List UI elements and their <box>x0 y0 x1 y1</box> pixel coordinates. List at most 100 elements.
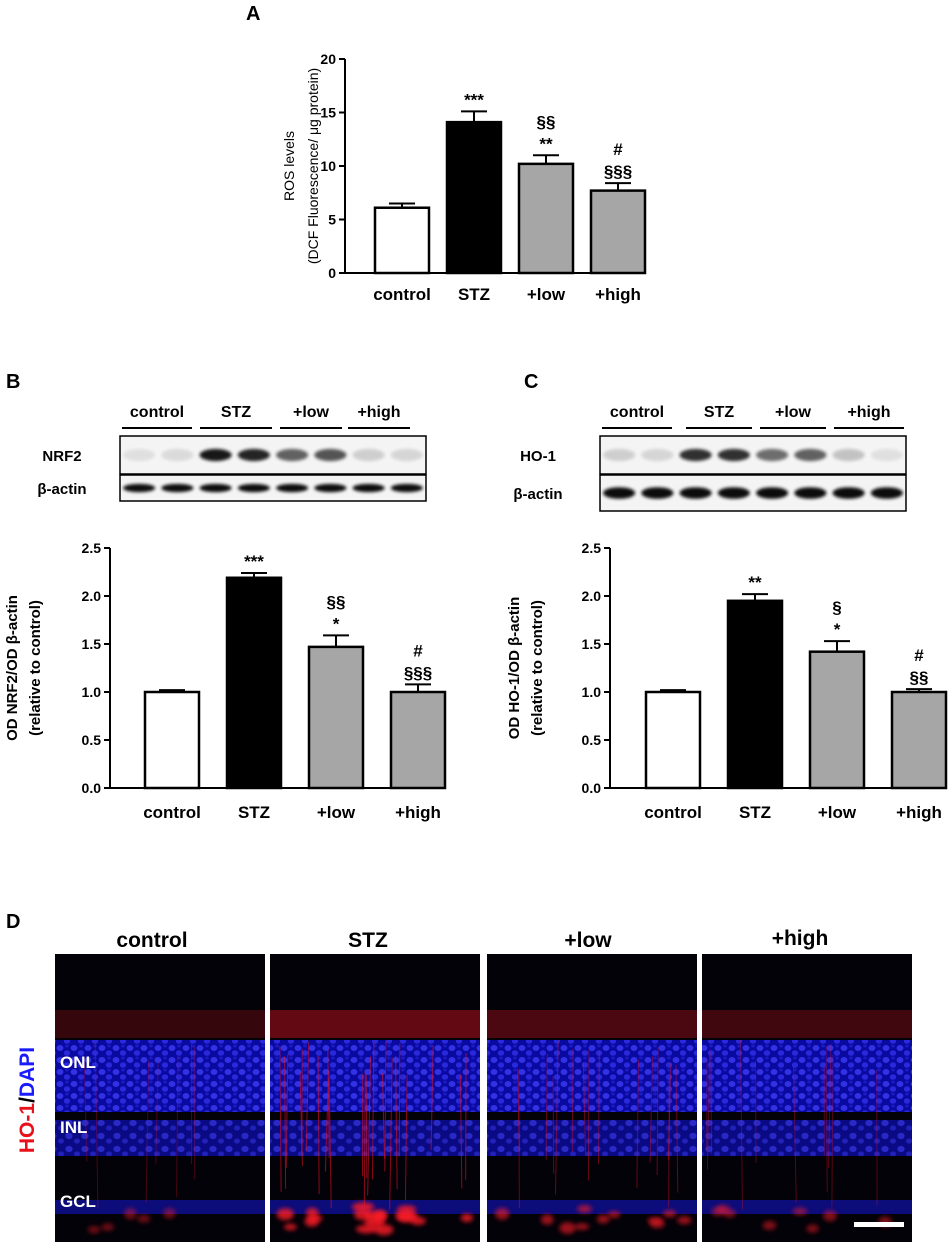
red-fiber <box>384 1040 387 1172</box>
blot-band <box>161 483 194 493</box>
red-fiber <box>299 1071 303 1166</box>
red-outer-band <box>55 1010 265 1038</box>
x-tick-label: control <box>143 803 201 822</box>
blot-band <box>352 483 385 493</box>
micrograph-title: +low <box>564 929 612 952</box>
blot-row-label: HO-1 <box>520 448 556 465</box>
red-fiber <box>597 1051 600 1164</box>
red-fiber <box>176 1056 179 1197</box>
onl-band <box>55 1040 265 1112</box>
red-fiber <box>83 1057 88 1162</box>
red-fiber <box>675 1064 679 1193</box>
red-outer-band <box>487 1010 697 1038</box>
blot-group-label: +high <box>357 404 400 421</box>
significance-marker: §§ <box>327 592 346 611</box>
x-tick-label: +low <box>818 803 857 822</box>
blot-band <box>314 448 347 462</box>
significance-marker: *** <box>464 90 484 109</box>
red-spot <box>495 1207 510 1220</box>
red-fiber <box>792 1066 797 1203</box>
red-spot <box>607 1211 621 1219</box>
bar <box>517 162 575 275</box>
blot-group-label: +low <box>293 404 330 421</box>
y-axis-label: (relative to control) <box>529 600 546 736</box>
significance-marker: §§ <box>910 668 929 687</box>
red-spot <box>577 1204 592 1213</box>
blot-band <box>756 487 789 499</box>
y-axis-label: OD HO-1/OD β-actin <box>506 597 523 740</box>
red-spot <box>351 1202 375 1212</box>
blot-band <box>276 483 309 493</box>
inl-band <box>270 1120 480 1156</box>
bar <box>389 690 447 790</box>
red-fiber <box>552 1076 555 1174</box>
blot-band <box>237 483 270 493</box>
red-fiber <box>389 1057 393 1210</box>
onl-band <box>702 1040 912 1112</box>
red-spot <box>540 1214 554 1225</box>
red-fiber <box>145 1060 150 1203</box>
blot-band <box>756 448 789 462</box>
red-fiber <box>363 1069 366 1206</box>
micrograph-tile <box>702 954 912 1242</box>
y-axis-label: OD NRF2/OD β-actin <box>4 595 21 741</box>
blot-band <box>717 448 750 462</box>
inl-band <box>55 1120 265 1156</box>
red-fiber <box>636 1059 639 1188</box>
y-tick-label: 0.0 <box>82 780 102 796</box>
micrograph-title: control <box>116 929 187 952</box>
y-tick-label: 1.5 <box>82 636 102 652</box>
blot-group-label: control <box>610 404 664 421</box>
blot-band <box>717 487 750 499</box>
red-spot <box>823 1210 837 1222</box>
red-fiber <box>94 1041 99 1209</box>
panel-c-letter: C <box>524 371 538 393</box>
y-tick-label: 1.0 <box>82 684 102 700</box>
micrograph-title: STZ <box>348 929 388 952</box>
red-spot <box>276 1208 294 1221</box>
x-tick-label: +low <box>527 285 566 304</box>
blot-group-label: STZ <box>704 404 734 421</box>
bar <box>726 599 784 790</box>
red-fiber <box>367 1056 372 1196</box>
red-spot <box>87 1225 101 1234</box>
inl-band <box>702 1120 912 1156</box>
red-spot <box>662 1209 677 1218</box>
blot-band <box>314 483 347 493</box>
micrograph-tile <box>487 954 697 1242</box>
blot-band <box>832 487 865 499</box>
blot-b-nrf2: control STZ +low +high NRF2 β-actin <box>37 404 427 502</box>
red-fiber <box>430 1045 434 1151</box>
red-fiber <box>825 1045 828 1193</box>
red-fiber <box>582 1062 587 1157</box>
red-fiber <box>554 1041 559 1195</box>
red-fiber <box>327 1049 330 1158</box>
y-tick-label: 0.5 <box>582 732 602 748</box>
y-tick-label: 0.0 <box>582 780 602 796</box>
stain-label: HO-1/DAPI <box>16 1047 39 1153</box>
red-fiber <box>831 1054 834 1207</box>
x-tick-label: control <box>644 803 702 822</box>
red-fiber <box>398 1043 401 1157</box>
red-spot <box>163 1207 176 1219</box>
red-spot <box>559 1222 576 1234</box>
y-tick-label: 5 <box>328 212 336 228</box>
blot-band <box>603 448 636 462</box>
panel-b-letter: B <box>6 371 20 393</box>
y-tick-label: 15 <box>320 105 336 121</box>
red-spot <box>283 1223 297 1231</box>
blot-band <box>237 448 270 462</box>
significance-marker: ** <box>539 134 553 153</box>
blot-band <box>390 483 423 493</box>
red-spot <box>460 1213 474 1223</box>
bar <box>225 576 283 790</box>
red-fiber <box>706 1049 711 1170</box>
blot-band <box>641 487 674 499</box>
x-tick-label: STZ <box>458 285 490 304</box>
bar <box>143 690 201 790</box>
red-fiber <box>317 1055 320 1195</box>
bar <box>445 120 503 275</box>
red-fiber <box>649 1056 654 1163</box>
red-spot <box>374 1224 394 1236</box>
layer-label-inl: INL <box>60 1118 87 1137</box>
